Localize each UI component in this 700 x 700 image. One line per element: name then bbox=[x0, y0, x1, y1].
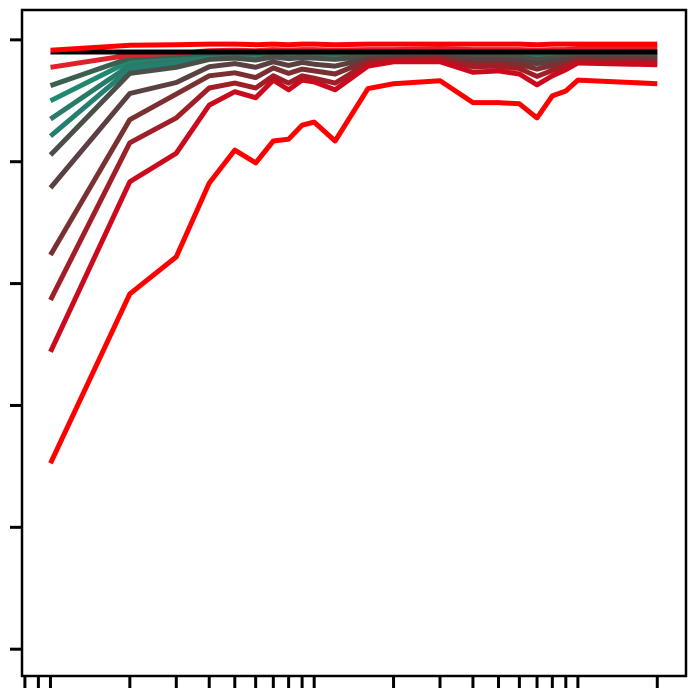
series-line bbox=[50, 41, 658, 53]
series-line bbox=[48, 56, 658, 302]
plot-frame bbox=[20, 8, 688, 678]
series-line bbox=[48, 77, 658, 465]
series-line bbox=[48, 54, 658, 190]
series-line bbox=[48, 55, 658, 257]
series-line bbox=[48, 59, 658, 353]
series-line bbox=[48, 52, 658, 157]
